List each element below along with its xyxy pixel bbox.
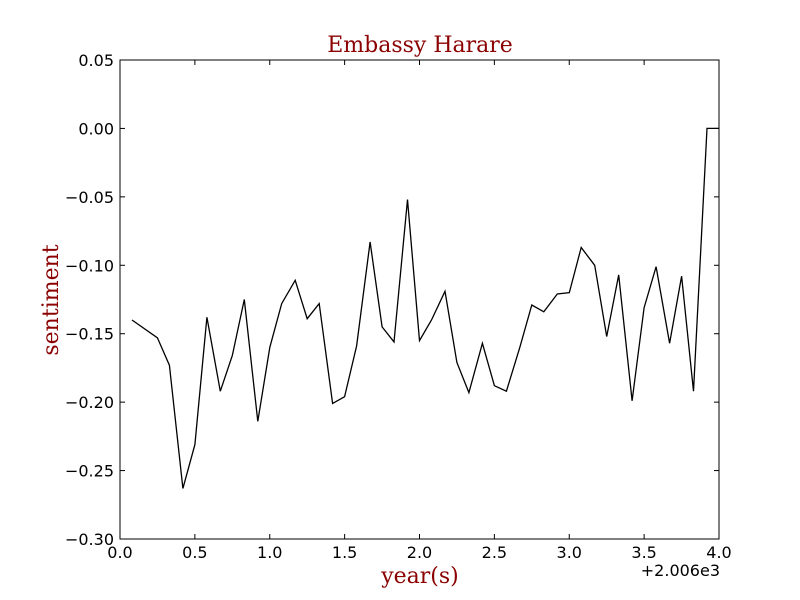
x-axis-label: year(s) (380, 564, 459, 589)
y-tick-label: −0.05 (65, 188, 114, 207)
y-tick-label: −0.25 (65, 462, 114, 481)
y-tick-label: 0.05 (78, 51, 114, 70)
plot-frame (119, 59, 720, 540)
x-tick-label: 2.0 (407, 543, 432, 562)
ticks-layer: 0.0 0.5 1.0 1.5 2.0 2.5 3.0 3.5 4.0 0.05 0.00 −0.05… (65, 51, 732, 562)
x-tick-label: 4.0 (706, 543, 731, 562)
x-tick-label: 3.0 (557, 543, 582, 562)
x-tick-label: 1.0 (257, 543, 282, 562)
x-tick-label: 0.5 (182, 543, 207, 562)
y-tick-label: −0.15 (65, 325, 114, 344)
y-axis-label: sentiment (39, 244, 64, 355)
x-tick-label: 1.5 (332, 543, 357, 562)
x-offset-label: +2.006e3 (641, 561, 720, 580)
y-tick-label: 0.00 (78, 119, 114, 138)
x-tick-label: 3.5 (631, 543, 656, 562)
x-tick-label: 2.5 (482, 543, 507, 562)
y-tick-label: −0.20 (65, 393, 114, 412)
y-tick-label: −0.30 (65, 530, 114, 549)
x-tick-label: 0.0 (107, 543, 132, 562)
y-tick-label: −0.10 (65, 256, 114, 275)
chart-title: Embassy Harare (327, 33, 513, 58)
series-layer (131, 127, 719, 489)
series-line (131, 127, 719, 489)
